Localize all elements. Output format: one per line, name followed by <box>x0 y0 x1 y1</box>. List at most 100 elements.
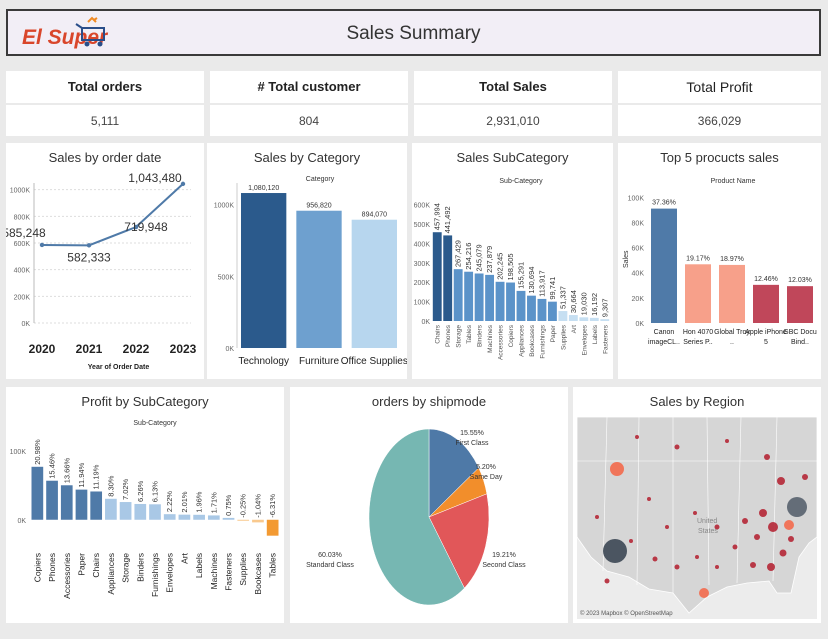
x-tick-label: Machines <box>209 553 219 589</box>
data-label: 198,505 <box>506 253 515 280</box>
data-label: 19,030 <box>579 292 588 315</box>
map-dot <box>715 565 719 569</box>
bar <box>296 210 342 348</box>
y-tick-label: 300K <box>414 261 431 268</box>
bar <box>787 286 813 323</box>
bar <box>207 515 220 520</box>
data-label: 19.17% <box>686 255 710 262</box>
data-label: 894,070 <box>362 212 387 219</box>
panel-top5-products: Top 5 procucts sales Product Name Sales 0K… <box>618 143 821 379</box>
y-tick-label: 80K <box>632 220 645 227</box>
y-tick-label: 0K <box>17 518 26 525</box>
data-label: 1.96% <box>195 491 204 513</box>
x-tick-label: Global Troy <box>714 329 750 336</box>
data-label: 0.75% <box>224 494 233 516</box>
y-tick-label: 200K <box>414 280 431 287</box>
x-tick-label: Technology <box>238 356 289 367</box>
x-tick-label: Furnishings <box>150 553 160 597</box>
bar <box>46 480 58 520</box>
data-label: 457,994 <box>433 203 442 230</box>
x-tick-label: Appliances <box>106 553 116 595</box>
subcategory-bar-chart: Sub-Category 0K 100K 200K 300K 400K 500K 600K 45… <box>414 178 610 360</box>
map-dot <box>603 539 627 563</box>
y-tick-label: 100K <box>414 300 431 307</box>
panel-sales-by-date: Sales by order date 0K 200K 400K 600K 800K 10… <box>6 143 204 379</box>
bar <box>193 514 205 520</box>
data-label: -1.04% <box>253 494 262 518</box>
bar <box>516 290 526 321</box>
bar <box>537 298 547 321</box>
x-tick-label: Copiers <box>32 553 42 582</box>
panel-title: Profit by SubCategory <box>81 394 209 409</box>
x-tick-label: Copiers <box>508 324 515 347</box>
map-dot <box>674 444 680 450</box>
data-label: 267,429 <box>454 240 463 267</box>
x-tick-label: Tables <box>466 324 473 344</box>
map-dot <box>787 497 807 517</box>
bar <box>589 317 599 321</box>
bar <box>464 271 474 321</box>
map-dot <box>750 562 756 568</box>
x-tick-label: Chairs <box>91 553 101 578</box>
panel-title: Sales SubCategory <box>456 150 569 165</box>
region-map[interactable]: United States © 2023 Mapbox © OpenStreetMa… <box>577 417 817 619</box>
slice-percent: 60.03% <box>318 552 342 559</box>
x-tick-label: 2021 <box>76 342 103 356</box>
x-tick-label: Art <box>571 325 578 334</box>
bar <box>558 311 568 321</box>
data-label: 8.30% <box>106 475 115 497</box>
map-dot <box>759 509 767 517</box>
data-label: 155,291 <box>517 262 526 289</box>
kpi-label: # Total customer <box>257 79 361 94</box>
kpi-total-orders: Total orders 5,111 <box>6 71 204 136</box>
map-dot <box>725 439 729 443</box>
bar <box>495 281 505 321</box>
bar <box>178 514 191 520</box>
map-attribution: © 2023 Mapbox © OpenStreetMap <box>580 610 673 617</box>
data-label: 6.13% <box>151 481 160 503</box>
bar <box>351 219 397 348</box>
data-label: 20.98% <box>33 439 42 465</box>
slice-percent: 5.20% <box>476 464 496 471</box>
bar <box>163 514 176 520</box>
slice-label: Second Class <box>482 562 526 569</box>
x-tick-label: 2020 <box>29 342 56 356</box>
pie-slice <box>428 493 490 589</box>
data-label: 6.26% <box>136 480 145 502</box>
panel-title: Sales by Category <box>253 150 361 165</box>
chart-header: Product Name <box>711 178 756 185</box>
y-tick-label: 200K <box>14 294 31 301</box>
panel-profit-subcategory: Profit by SubCategory Sub-Category 0K 100K… <box>6 387 284 623</box>
x-tick-label: Furnishings <box>539 324 546 358</box>
x-tick-label: Series P.. <box>683 339 712 346</box>
line-chart: 0K 200K 400K 600K 800K 1000K 585,248 2020 582,33… <box>6 171 197 371</box>
data-label: 1.71% <box>209 492 218 514</box>
x-tick-label: Office Supplies <box>341 356 407 367</box>
x-tick-label: Supplies <box>560 324 567 350</box>
y-tick-label: 500K <box>414 222 431 229</box>
bar <box>134 503 147 520</box>
data-label: 245,079 <box>475 244 484 271</box>
bar <box>252 519 264 523</box>
map-dot <box>714 524 720 530</box>
y-tick-label: 100K <box>628 195 645 202</box>
y-tick-label: 0K <box>21 321 30 328</box>
bar <box>579 317 589 321</box>
bar <box>753 284 779 323</box>
y-tick-label: 40K <box>632 271 645 278</box>
y-tick-label: 400K <box>14 268 31 275</box>
x-tick-label: Binders <box>477 324 484 347</box>
data-label: 113,917 <box>537 270 546 297</box>
y-tick-label: 400K <box>414 241 431 248</box>
panel-title: Top 5 procucts sales <box>660 150 779 165</box>
x-axis-title: Year of Order Date <box>88 364 150 371</box>
x-tick-label: .. <box>730 339 734 346</box>
map-dot <box>635 435 639 439</box>
chart-header: Sub-Category <box>499 178 543 185</box>
data-label: 16,192 <box>590 293 599 316</box>
map-dot <box>629 539 633 543</box>
bar <box>485 274 495 321</box>
x-tick-label: Chairs <box>435 324 442 344</box>
x-tick-label: Bookcases <box>529 324 536 357</box>
data-label: 719,948 <box>124 220 168 234</box>
